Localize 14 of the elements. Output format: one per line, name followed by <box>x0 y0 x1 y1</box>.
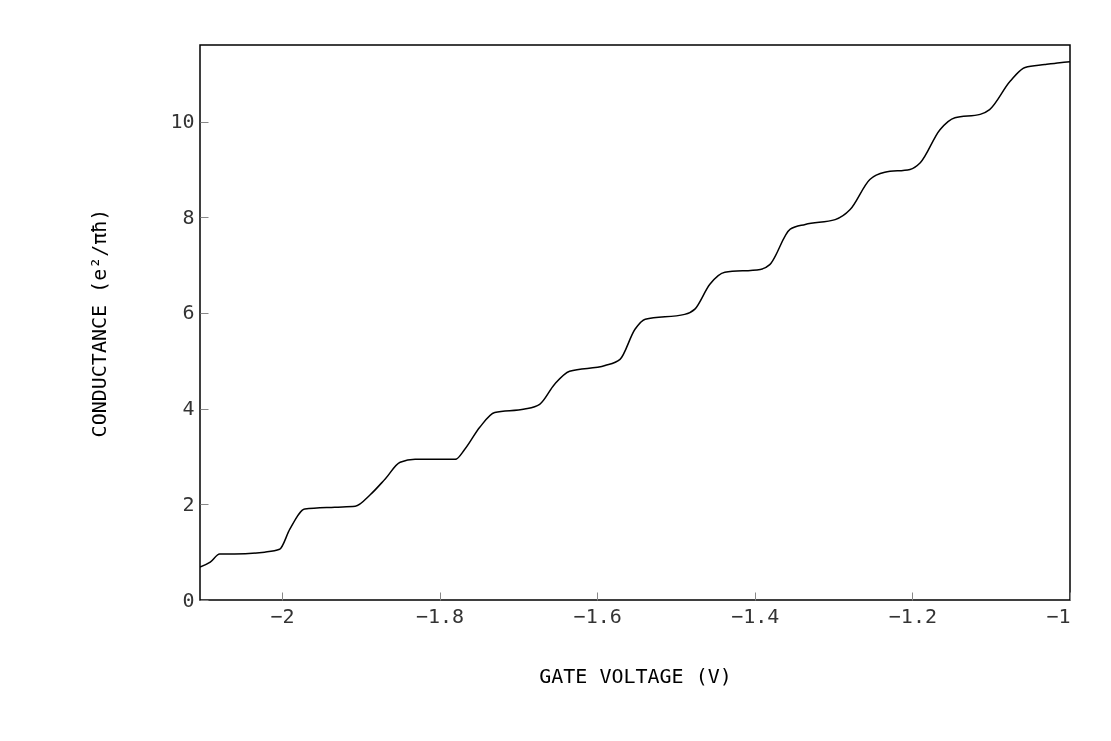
x-tick-label: −1.2 <box>888 603 937 628</box>
y-axis-title: CONDUCTANCE (e²/πħ) <box>87 208 112 438</box>
y-tick-label: 0 <box>182 587 195 612</box>
y-tick-label: 10 <box>170 109 195 134</box>
x-tick-label: −1.8 <box>415 603 465 628</box>
x-tick-label: −1 <box>1046 603 1071 628</box>
x-tick-label: −2 <box>270 603 295 628</box>
x-tick-label: −1.6 <box>573 603 622 628</box>
y-tick-label: 8 <box>182 204 195 229</box>
x-tick-label: −1.4 <box>731 603 780 628</box>
y-tick-label: 6 <box>182 300 195 325</box>
y-tick-label: 2 <box>182 491 195 516</box>
x-axis-title: GATE VOLTAGE (V) <box>539 663 732 688</box>
y-tick-label: 4 <box>182 396 195 421</box>
